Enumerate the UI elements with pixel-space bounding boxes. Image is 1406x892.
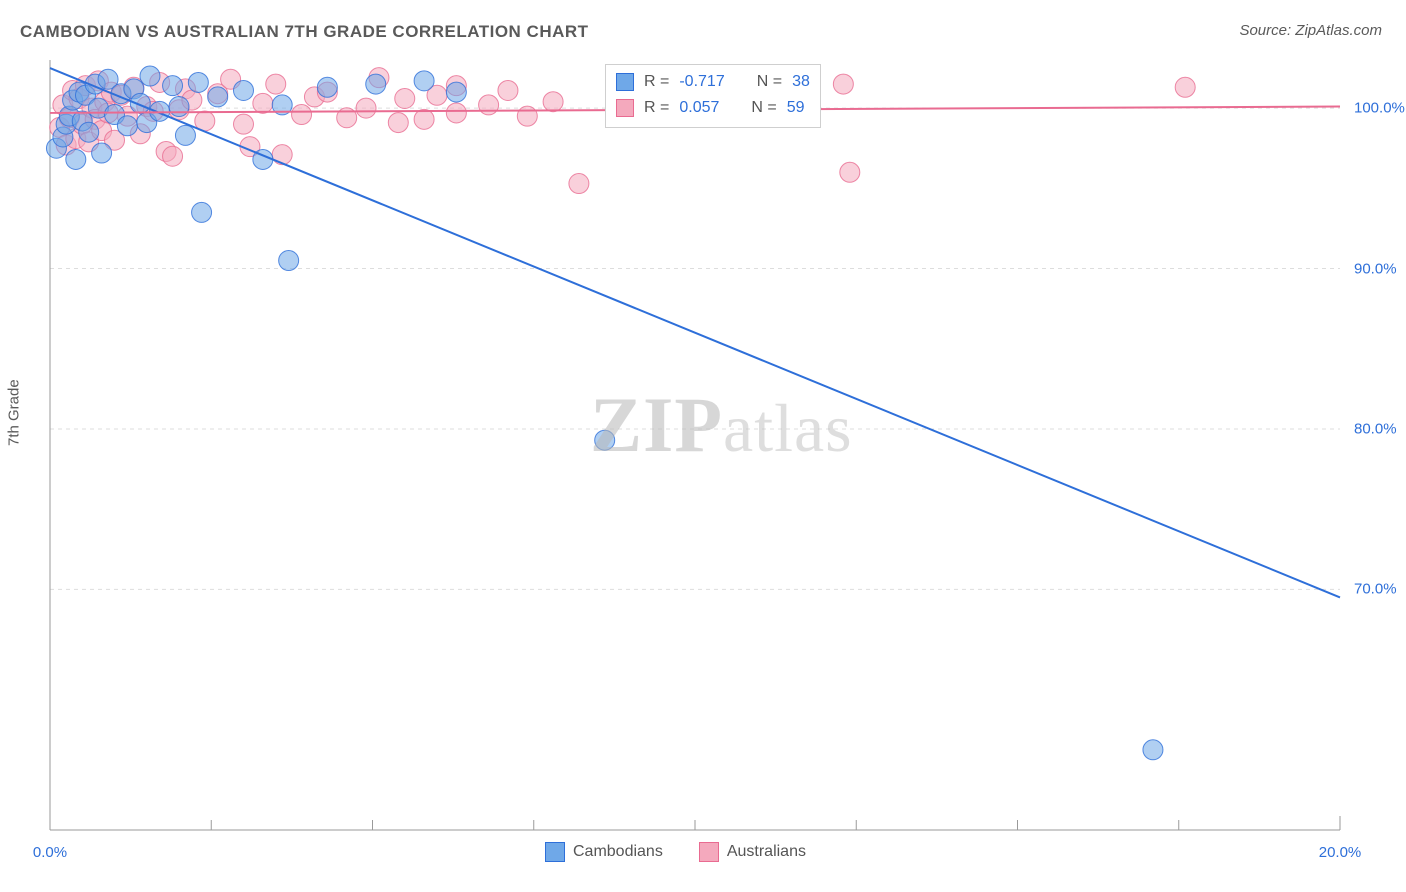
legend-label-cambodians: Cambodians: [573, 843, 663, 861]
n-label: N =: [757, 69, 782, 95]
stats-legend: R = -0.717 N = 38 R = 0.057 N = 59: [605, 64, 821, 128]
y-tick-label: 70.0%: [1354, 581, 1397, 598]
legend-label-australians: Australians: [727, 843, 806, 861]
y-tick-label: 100.0%: [1354, 100, 1405, 117]
y-axis-label: 7th Grade: [6, 379, 23, 446]
r-label: R =: [644, 95, 669, 121]
n-value-cambodians: 38: [792, 69, 810, 95]
legend-swatch-australians: [699, 842, 719, 862]
plot-area: ZIPatlas R = -0.717 N = 38 R = 0.057 N =…: [50, 60, 1340, 830]
swatch-australians: [616, 99, 634, 117]
r-label: R =: [644, 69, 669, 95]
y-tick-label: 90.0%: [1354, 260, 1397, 277]
stats-row-cambodians: R = -0.717 N = 38: [616, 69, 810, 95]
x-tick-label: 0.0%: [33, 844, 67, 861]
n-value-australians: 59: [787, 95, 805, 121]
stats-row-australians: R = 0.057 N = 59: [616, 95, 810, 121]
chart-container: CAMBODIAN VS AUSTRALIAN 7TH GRADE CORREL…: [0, 0, 1406, 892]
n-label: N =: [751, 95, 776, 121]
x-tick-label: 20.0%: [1319, 844, 1362, 861]
r-value-australians: 0.057: [679, 95, 719, 121]
swatch-cambodians: [616, 73, 634, 91]
bottom-legend: Cambodians Australians: [545, 842, 806, 862]
r-value-cambodians: -0.717: [679, 69, 724, 95]
plot-svg: [50, 60, 1340, 830]
source-label: Source: ZipAtlas.com: [1239, 22, 1382, 39]
chart-title: CAMBODIAN VS AUSTRALIAN 7TH GRADE CORREL…: [20, 22, 589, 42]
legend-swatch-cambodians: [545, 842, 565, 862]
y-tick-label: 80.0%: [1354, 420, 1397, 437]
